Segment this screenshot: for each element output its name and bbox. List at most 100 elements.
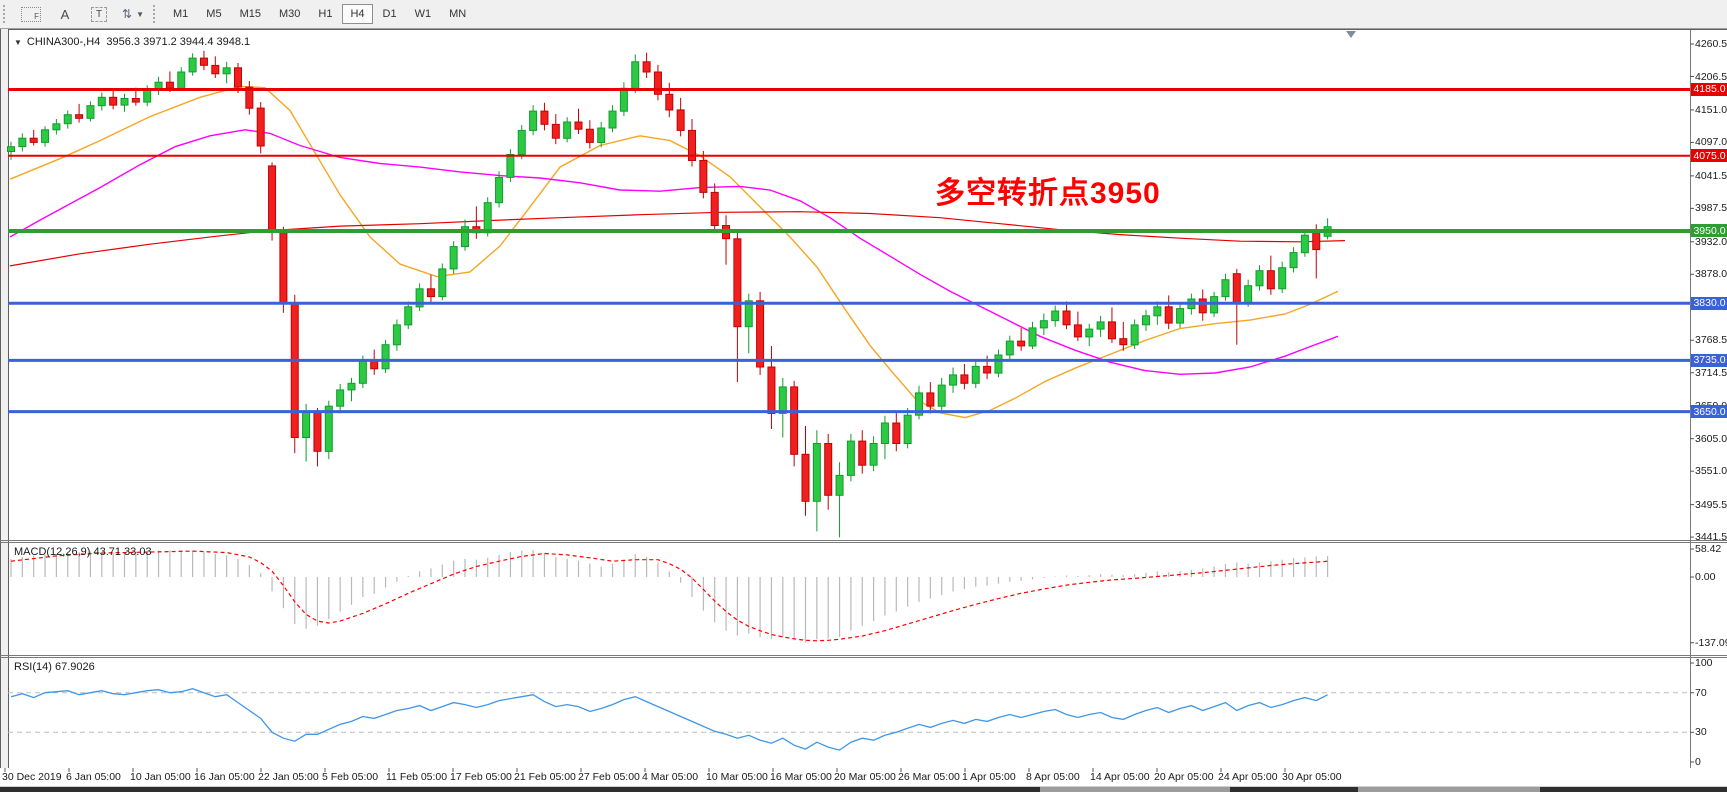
candle bbox=[1051, 310, 1060, 322]
date-label-7: 17 Feb 05:00 bbox=[450, 771, 512, 783]
candle bbox=[404, 306, 413, 326]
panel-separator-1b bbox=[0, 542, 1727, 543]
panel-separator-1[interactable] bbox=[0, 540, 1727, 541]
candle bbox=[983, 365, 992, 374]
toolbar-grip[interactable] bbox=[3, 5, 9, 23]
candle bbox=[949, 374, 958, 386]
timeframe-m1[interactable]: M1 bbox=[173, 8, 189, 20]
date-label-16: 8 Apr 05:00 bbox=[1026, 771, 1080, 783]
date-label-19: 24 Apr 05:00 bbox=[1218, 771, 1278, 783]
price-tick-4206.5: 4206.5 bbox=[1695, 70, 1727, 83]
candle bbox=[495, 176, 504, 204]
window-left-border bbox=[0, 29, 9, 786]
price-tick-3495.5: 3495.5 bbox=[1695, 498, 1727, 511]
date-label-15: 1 Apr 05:00 bbox=[962, 771, 1016, 783]
chart-title: ▼ CHINA300-,H4 3956.3 3971.2 3944.4 3948.… bbox=[14, 36, 250, 48]
price-badge-3735.0: 3735.0 bbox=[1691, 353, 1727, 367]
price-tick-3768.5: 3768.5 bbox=[1695, 334, 1727, 347]
candle bbox=[915, 392, 923, 416]
candle bbox=[903, 414, 912, 445]
rsi-scale-0: 0 bbox=[1695, 756, 1701, 768]
price-badge-4075.0: 4075.0 bbox=[1691, 149, 1727, 163]
text-label-icon[interactable]: T bbox=[84, 4, 114, 24]
chart-shift-marker-icon[interactable] bbox=[1346, 31, 1356, 38]
arrows-icon[interactable]: ⇅ ▼ bbox=[122, 7, 144, 21]
date-label-9: 27 Feb 05:00 bbox=[578, 771, 640, 783]
candle bbox=[631, 61, 640, 89]
candle bbox=[41, 129, 50, 143]
date-label-14: 26 Mar 05:00 bbox=[898, 771, 960, 783]
macd-scale-58.42: 58.42 bbox=[1695, 542, 1722, 555]
candle bbox=[1289, 252, 1298, 269]
candle bbox=[971, 365, 980, 384]
candle bbox=[597, 127, 606, 143]
candle bbox=[143, 89, 152, 103]
price-tick-3987.5: 3987.5 bbox=[1695, 202, 1727, 215]
candle bbox=[1153, 306, 1162, 317]
date-label-6: 11 Feb 05:00 bbox=[386, 771, 448, 783]
candle bbox=[790, 386, 799, 455]
candle bbox=[563, 121, 572, 139]
candle bbox=[801, 453, 810, 502]
price-badge-4185.0: 4185.0 bbox=[1691, 82, 1727, 96]
candle bbox=[892, 422, 901, 444]
price-axis-line bbox=[1690, 30, 1691, 768]
candle bbox=[483, 202, 492, 234]
candle bbox=[1073, 324, 1082, 338]
date-label-12: 16 Mar 05:00 bbox=[770, 771, 832, 783]
date-label-20: 30 Apr 05:00 bbox=[1282, 771, 1342, 783]
date-label-13: 20 Mar 05:00 bbox=[834, 771, 896, 783]
text-icon[interactable]: A bbox=[60, 6, 70, 22]
timeframe-h4[interactable]: H4 bbox=[342, 4, 373, 24]
rsi-scale-100: 100 bbox=[1695, 657, 1713, 669]
candle bbox=[778, 386, 787, 414]
macd-scale-0.00: 0.00 bbox=[1695, 571, 1716, 583]
timeframe-w1[interactable]: W1 bbox=[414, 8, 432, 20]
candle bbox=[1130, 324, 1139, 346]
scrollbar-thumb[interactable] bbox=[1040, 787, 1230, 792]
candle bbox=[608, 110, 617, 129]
timeframe-mn[interactable]: MN bbox=[449, 8, 467, 20]
timeframe-m5[interactable]: M5 bbox=[206, 8, 222, 20]
macd-label: MACD(12,26,9) 43.71 33.03 bbox=[14, 546, 152, 558]
timeframe-m15[interactable]: M15 bbox=[239, 8, 261, 20]
candle bbox=[699, 160, 708, 193]
date-label-0: 30 Dec 2019 bbox=[2, 771, 62, 783]
candle bbox=[1017, 340, 1026, 347]
bottom-scrollbar[interactable] bbox=[0, 786, 1727, 792]
price-tick-3878.0: 3878.0 bbox=[1695, 268, 1727, 281]
panel-separator-2[interactable] bbox=[0, 655, 1727, 656]
candle bbox=[358, 360, 367, 384]
candle bbox=[86, 105, 95, 119]
timeframe-h1[interactable]: H1 bbox=[318, 8, 333, 20]
candle bbox=[97, 96, 106, 107]
date-label-5: 5 Feb 05:00 bbox=[322, 771, 379, 783]
candle bbox=[846, 440, 855, 476]
date-label-8: 21 Feb 05:00 bbox=[514, 771, 576, 783]
candle bbox=[1278, 267, 1287, 290]
candle bbox=[1210, 296, 1219, 314]
chart-dropdown-icon[interactable]: ▼ bbox=[14, 38, 22, 47]
candle bbox=[506, 154, 515, 178]
candle bbox=[165, 81, 174, 89]
candle bbox=[960, 374, 969, 384]
candle bbox=[994, 354, 1003, 374]
rsi-label: RSI(14) 67.9026 bbox=[14, 661, 95, 673]
fibonacci-icon[interactable]: F bbox=[16, 4, 46, 24]
candle bbox=[767, 366, 776, 414]
toolbar-grip-2[interactable] bbox=[153, 5, 159, 23]
date-label-2: 10 Jan 05:00 bbox=[130, 771, 191, 783]
timeframe-m30[interactable]: M30 bbox=[278, 8, 301, 20]
price-tick-3714.5: 3714.5 bbox=[1695, 366, 1727, 379]
candle bbox=[438, 268, 447, 298]
ma-line bbox=[9, 129, 1339, 376]
timeframe-d1[interactable]: D1 bbox=[382, 8, 397, 20]
price-badge-3830.0: 3830.0 bbox=[1691, 296, 1727, 310]
scrollbar-thumb-2[interactable] bbox=[1358, 787, 1540, 792]
ma-line bbox=[9, 85, 1339, 419]
candle bbox=[222, 67, 231, 75]
candle bbox=[619, 87, 628, 112]
price-tick-4260.5: 4260.5 bbox=[1695, 38, 1727, 50]
